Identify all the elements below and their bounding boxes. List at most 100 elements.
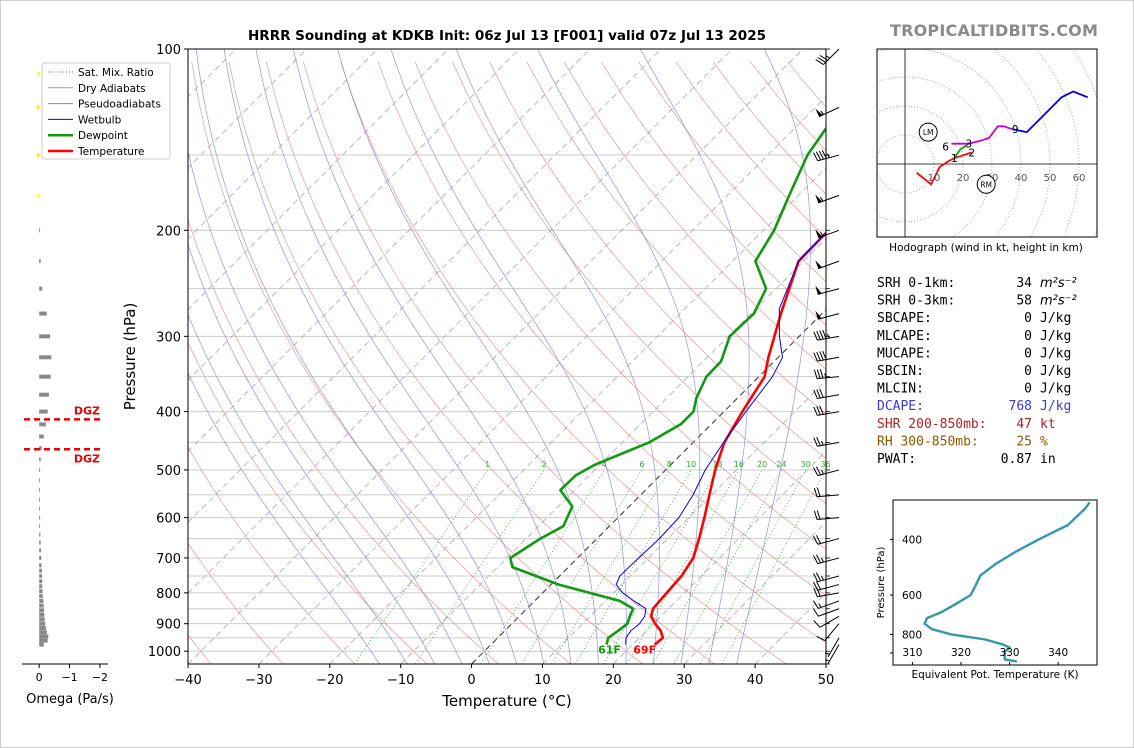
barb-half — [820, 557, 824, 563]
omega-bar — [39, 524, 41, 529]
pseudoadiabat — [537, 49, 701, 664]
hodograph-ring-label: 50 — [1044, 173, 1057, 184]
barb-full — [813, 369, 818, 379]
pseudoadiabat — [188, 313, 408, 664]
indices-table: SRH 0-1km: 34 m²s⁻² SRH 0-3km: 58 m²s⁻² SBCAPE… — [877, 276, 1077, 467]
barb-full — [815, 554, 822, 564]
barb-full — [813, 406, 818, 416]
barb-full — [813, 510, 818, 520]
omega-bar — [39, 497, 40, 502]
barb-full — [813, 555, 819, 564]
dry-adiabat — [265, 61, 715, 664]
barb-staff — [818, 600, 840, 609]
wind-barb — [813, 487, 840, 498]
dry-adiabat — [712, 61, 826, 195]
dry-adiabat — [936, 62, 1134, 664]
y-tick-label: 100 — [156, 43, 181, 58]
x-tick-label: 40 — [747, 673, 764, 688]
wind-barb — [815, 106, 840, 118]
omega-bar — [39, 488, 40, 493]
omega-bar — [39, 573, 42, 578]
wind-barb — [815, 310, 840, 320]
index-name: MUCAPE: — [877, 346, 932, 361]
omega-bar — [39, 621, 46, 626]
barb-flag — [815, 108, 823, 117]
omega-tick-label: −1 — [61, 671, 77, 684]
wind-barb — [815, 48, 840, 65]
wind-barb — [815, 194, 840, 204]
wind-barb — [824, 644, 840, 664]
index-value: 768 — [1009, 399, 1032, 414]
barb-full — [816, 389, 821, 399]
index-row: DCAPE: 768 J/kg — [877, 399, 1071, 414]
omega-bar — [39, 584, 43, 589]
index-name: DCAPE: — [877, 399, 924, 414]
x-tick-label: 0 — [467, 673, 475, 688]
wind-barbs — [812, 48, 840, 664]
barb-staff — [817, 335, 840, 341]
wind-barb — [812, 608, 840, 617]
x-tick-label: 20 — [605, 673, 622, 688]
isotherm-line — [613, 450, 826, 664]
theta-e-y-tick-label: 800 — [902, 629, 922, 641]
hodograph-height-label: 9 — [1012, 124, 1019, 136]
isotherm-line — [188, 49, 308, 169]
theta-e-x-tick-label: 330 — [1000, 647, 1020, 659]
x-tick-label: 50 — [818, 673, 835, 688]
barb-staff — [827, 637, 840, 658]
wind-barb — [815, 229, 840, 239]
mixing-ratio-line — [550, 469, 670, 664]
index-row: MUCAPE: 0 J/kg — [877, 346, 1071, 361]
barb-full — [815, 581, 822, 590]
dewpoint-profile — [508, 126, 826, 645]
omega-bar — [39, 457, 41, 462]
wind-barb — [813, 405, 840, 416]
omega-bar — [39, 409, 48, 414]
dry-adiabat — [188, 341, 428, 664]
theta-e-panel: 400 600 800 310 320 330 340 Equivalent Pot. Tem… — [876, 499, 1098, 681]
omega-bar — [39, 563, 42, 568]
theta-e-x-tick-label: 310 — [902, 647, 922, 659]
omega-bar — [37, 71, 40, 76]
index-value: 47 — [1016, 417, 1032, 432]
index-unit: kt — [1040, 417, 1056, 432]
storm-motion-marker — [918, 122, 938, 142]
omega-bar — [39, 532, 41, 537]
barb-full — [813, 587, 818, 597]
x-tick-label: −20 — [316, 673, 343, 688]
barb-flag — [815, 285, 822, 295]
index-row: PWAT: 0.87 in — [877, 452, 1056, 467]
pseudoadiabat — [223, 49, 517, 664]
hodograph-height-label: 1 — [951, 153, 958, 165]
wind-barb — [813, 587, 840, 598]
index-unit: J/kg — [1040, 329, 1071, 344]
barb-half — [820, 575, 824, 581]
index-row: SRH 0-3km: 58 m²s⁻² — [877, 294, 1077, 309]
barb-full — [819, 405, 824, 415]
theta-e-frame — [892, 499, 1098, 666]
mixing-ratio-label: 16 — [734, 460, 744, 469]
barb-full — [821, 150, 827, 159]
legend-label: Wetbulb — [78, 114, 122, 126]
mixing-ratio-lines — [353, 469, 826, 664]
index-name: SBCAPE: — [877, 311, 932, 326]
barb-staff — [827, 644, 840, 664]
wind-barb — [813, 369, 840, 380]
dry-adiabat — [340, 61, 826, 644]
index-value: 25 — [1016, 434, 1032, 449]
y-tick-label: 900 — [156, 618, 181, 633]
pseudoadiabat — [188, 150, 463, 664]
hodograph-caption: Hodograph (wind in kt, height in km) — [889, 242, 1083, 254]
site-watermark: TROPICALTIDBITS.COM — [890, 21, 1099, 40]
wind-barb — [813, 350, 840, 362]
temperature-profile — [649, 231, 826, 646]
barb-full — [813, 152, 819, 161]
storm-motion-label: LM — [923, 128, 934, 137]
index-row: RH 300-850mb: 25% — [877, 434, 1048, 449]
y-tick-label: 1000 — [148, 645, 181, 660]
barb-staff — [817, 557, 840, 565]
index-name: MLCIN: — [877, 382, 924, 397]
omega-bar — [39, 589, 43, 594]
barb-full — [819, 54, 828, 61]
index-row: SHR 200-850mb: 47 kt — [877, 417, 1056, 432]
